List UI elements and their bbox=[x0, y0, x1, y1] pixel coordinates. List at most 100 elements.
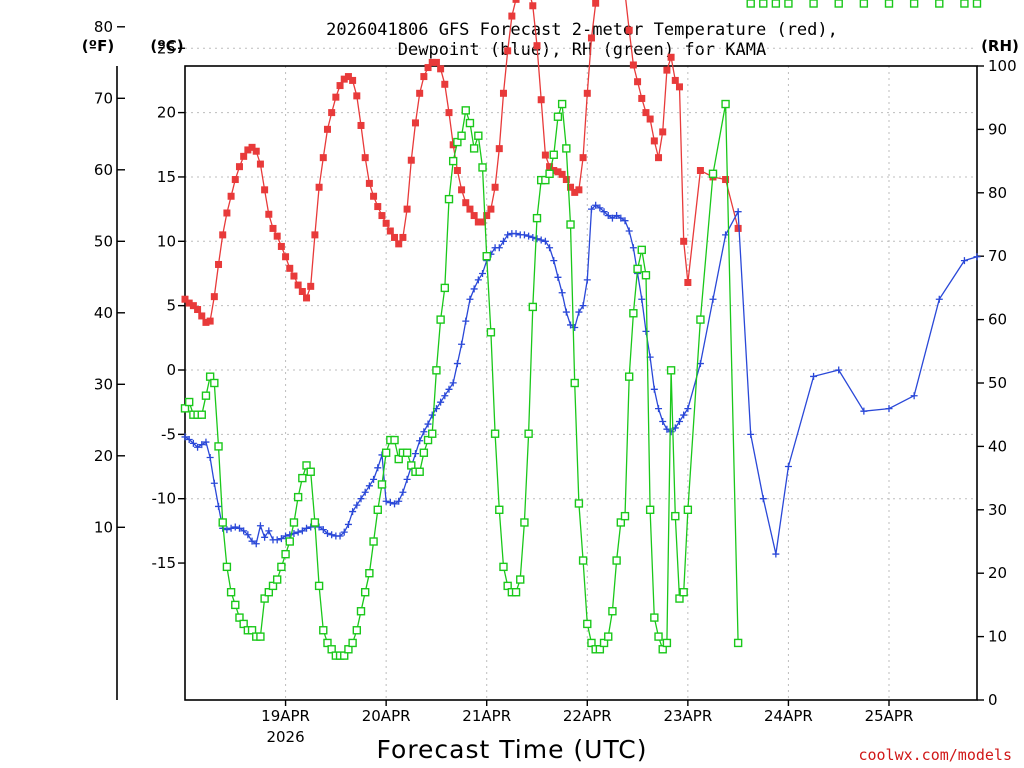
data-point bbox=[747, 430, 755, 438]
data-point bbox=[575, 186, 583, 194]
data-point bbox=[181, 433, 189, 441]
data-point bbox=[399, 233, 407, 241]
data-point bbox=[374, 203, 382, 211]
data-point bbox=[771, 0, 781, 8]
data-point bbox=[222, 562, 232, 572]
data-point bbox=[759, 495, 767, 503]
data-point bbox=[370, 192, 378, 200]
x-tick-label: 20APR bbox=[362, 707, 411, 725]
data-point bbox=[553, 112, 563, 121]
data-point bbox=[198, 441, 206, 449]
data-point bbox=[214, 442, 223, 451]
data-point bbox=[624, 372, 634, 381]
data-point bbox=[419, 448, 429, 457]
data-point bbox=[474, 218, 482, 226]
x-tick-label: 23APR bbox=[663, 707, 712, 725]
data-point bbox=[402, 448, 412, 457]
data-point bbox=[583, 619, 592, 629]
data-point bbox=[604, 212, 612, 220]
fahrenheit-tick-label: 70 bbox=[94, 89, 113, 107]
data-point bbox=[574, 499, 584, 508]
rh-tick-label: 80 bbox=[988, 184, 1007, 202]
data-point bbox=[261, 533, 269, 541]
data-point bbox=[319, 626, 328, 635]
data-point bbox=[223, 209, 231, 217]
data-point bbox=[575, 308, 583, 316]
celsius-tick-label: 10 bbox=[157, 232, 176, 250]
data-point bbox=[482, 251, 491, 261]
data-point bbox=[562, 176, 570, 184]
celsius-tick-label: -10 bbox=[152, 490, 177, 508]
data-point bbox=[650, 613, 659, 622]
data-point bbox=[440, 283, 450, 293]
data-point bbox=[884, 0, 894, 8]
data-point bbox=[273, 536, 281, 544]
data-point bbox=[353, 501, 361, 509]
data-point bbox=[373, 505, 382, 514]
data-point bbox=[281, 549, 290, 559]
data-point bbox=[524, 429, 533, 438]
data-point bbox=[290, 272, 298, 280]
data-point bbox=[202, 318, 210, 326]
data-point bbox=[365, 569, 374, 578]
data-point bbox=[235, 524, 243, 532]
data-point bbox=[579, 154, 587, 162]
celsius-tick-label: 5 bbox=[166, 297, 176, 315]
data-point bbox=[248, 143, 256, 151]
data-point bbox=[554, 168, 562, 176]
series-dewpoint bbox=[181, 201, 981, 558]
data-point bbox=[453, 167, 461, 175]
data-point bbox=[314, 581, 324, 591]
data-point bbox=[227, 192, 235, 200]
data-point bbox=[466, 205, 474, 213]
data-point bbox=[374, 464, 382, 472]
data-point bbox=[360, 588, 370, 597]
data-point bbox=[650, 137, 658, 145]
fahrenheit-tick-label: 40 bbox=[94, 304, 113, 322]
data-series bbox=[180, 0, 982, 660]
data-point bbox=[227, 524, 235, 532]
data-point bbox=[508, 12, 516, 20]
data-point bbox=[625, 26, 633, 34]
data-point bbox=[629, 61, 637, 69]
data-point bbox=[600, 208, 608, 216]
data-point bbox=[424, 420, 432, 428]
data-point bbox=[303, 294, 311, 302]
data-point bbox=[571, 324, 579, 332]
data-point bbox=[457, 131, 466, 140]
data-point bbox=[696, 167, 704, 175]
data-point bbox=[428, 411, 436, 419]
data-point bbox=[466, 295, 474, 303]
data-point bbox=[403, 475, 411, 483]
data-point bbox=[504, 231, 512, 239]
axis-ticks: 19APR 2026 20APR 21APR 22APR 23APR 24APR 25APR -… bbox=[94, 18, 1017, 746]
data-point bbox=[499, 237, 507, 245]
data-point bbox=[336, 82, 344, 90]
rh-unit-label: (RH) bbox=[981, 37, 1019, 55]
data-point bbox=[441, 392, 449, 400]
data-point bbox=[448, 156, 458, 166]
data-point bbox=[261, 186, 269, 194]
data-point bbox=[189, 302, 197, 310]
data-point bbox=[617, 214, 625, 222]
data-point bbox=[319, 526, 327, 534]
data-point bbox=[210, 293, 218, 301]
celsius-tick-label: 0 bbox=[166, 361, 176, 379]
data-point bbox=[286, 264, 294, 272]
data-point bbox=[583, 276, 591, 284]
data-point bbox=[285, 537, 294, 546]
data-point bbox=[256, 632, 265, 641]
data-point bbox=[256, 522, 264, 530]
celsius-tick-label: 15 bbox=[157, 168, 176, 186]
data-point bbox=[641, 271, 651, 280]
data-point bbox=[620, 511, 630, 521]
data-point bbox=[558, 170, 566, 178]
x-tick-label: 22APR bbox=[563, 707, 612, 725]
grid-lines bbox=[185, 47, 977, 700]
data-point bbox=[369, 537, 378, 546]
data-point bbox=[680, 237, 688, 245]
data-point bbox=[306, 467, 315, 476]
credit-link[interactable]: coolwx.com/models bbox=[858, 746, 1012, 764]
data-point bbox=[432, 58, 440, 66]
